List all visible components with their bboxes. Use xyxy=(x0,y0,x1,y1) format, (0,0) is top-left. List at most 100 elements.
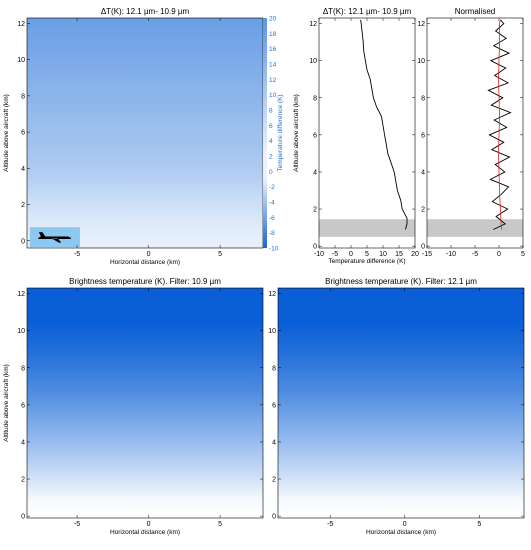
td-profile-ytick-label: 10 xyxy=(309,58,317,65)
td-profile-title: ΔT(K): 12.1 µm- 10.9 µm xyxy=(323,7,412,16)
td-map-ytick-label: 4 xyxy=(21,166,25,173)
td-profile-xtick-label: 5 xyxy=(365,251,369,258)
td-map-ytick-label: 12 xyxy=(17,21,25,28)
norm-profile-ytick-label: 2 xyxy=(421,207,425,214)
td-profile-ytick-label: 0 xyxy=(313,244,317,251)
colorbar-tick-label: 16 xyxy=(269,46,277,53)
bt-109-ytick-label: 12 xyxy=(17,291,25,298)
bt-121-xtick-label: 5 xyxy=(477,521,481,528)
td-map-xtick-label: -5 xyxy=(74,251,80,258)
bt-109-ytick-label: 8 xyxy=(21,365,25,372)
td-profile-ytick-label: 8 xyxy=(313,95,317,102)
colorbar-tick-label: 0 xyxy=(269,169,273,176)
bt-109-ytick-label: 0 xyxy=(21,514,25,521)
bt-121-ytick-label: 6 xyxy=(272,402,276,409)
td-profile-shaded-band xyxy=(319,219,415,237)
td-map-xtick-label: 0 xyxy=(147,251,151,258)
colorbar-tick-label: -8 xyxy=(269,230,275,237)
bt-109-xtick-label: -5 xyxy=(74,521,80,528)
td-profile-xtick-label: 10 xyxy=(379,251,387,258)
td-profile-xtick-label: 15 xyxy=(395,251,403,258)
norm-profile-xtick-label: -10 xyxy=(446,251,456,258)
td-profile-xlabel: Temperature difference (K) xyxy=(328,258,405,265)
norm-profile-xtick-label: -5 xyxy=(472,251,478,258)
td-map-xlabel: Horizontal distance (km) xyxy=(110,259,180,266)
colorbar-tick-label: -10 xyxy=(269,246,279,253)
bt-121-group: -5 0 5 0 2 4 6 8 10 12 Brightness temperature (K).… xyxy=(268,277,525,536)
bt-109-xtick-label: 0 xyxy=(147,521,151,528)
td-profile-ytick-label: 2 xyxy=(313,207,317,214)
norm-profile-ytick-label: 0 xyxy=(421,244,425,251)
colorbar-tick-label: 8 xyxy=(269,108,273,115)
bt-109-frame xyxy=(26,287,264,519)
bt-121-xtick-label: 0 xyxy=(403,521,407,528)
colorbar-tick-label: 20 xyxy=(269,16,277,23)
colorbar-label: Temperature difference (K) xyxy=(277,94,284,171)
td-profile-group: -10 -5 0 5 10 15 20 0 2 4 6 8 10 12 ΔT(K): 12.1 µm- 10… xyxy=(293,7,419,265)
bt-121-heatmap xyxy=(278,288,524,518)
norm-profile-xtick-label: -15 xyxy=(422,251,432,258)
td-profile-xtick-label: -10 xyxy=(314,251,324,258)
colorbar-tick-label: 2 xyxy=(269,154,273,161)
td-profile-xtick-label: 20 xyxy=(411,251,419,258)
bt-121-ytick-label: 4 xyxy=(272,439,276,446)
td-profile-ytick-label: 4 xyxy=(313,169,317,176)
colorbar-tick-label: -2 xyxy=(269,184,275,191)
td-profile-series-line xyxy=(360,19,408,230)
norm-profile-series-line xyxy=(498,19,502,230)
td-map-ylabel: Altitude above aircraft (km) xyxy=(3,94,10,172)
td-map-ytick-label: 2 xyxy=(21,202,25,209)
bt-121-ytick-label: 12 xyxy=(268,291,276,298)
colorbar-tick-label: 10 xyxy=(269,92,277,99)
td-map-ytick-label: 8 xyxy=(21,93,25,100)
colorbar xyxy=(263,18,267,248)
td-profile-ytick-label: 6 xyxy=(313,132,317,139)
norm-profile-title: Normalised xyxy=(455,7,495,16)
norm-profile-ytick-label: 6 xyxy=(421,132,425,139)
bt-109-ylabel: Altitude above aircraft (km) xyxy=(3,364,10,442)
norm-profile-xtick-label: 5 xyxy=(521,251,525,258)
bt-109-group: -5 0 5 0 2 4 6 8 10 12 Brightness temperature (K).… xyxy=(3,277,264,536)
td-map-ytick-label: 6 xyxy=(21,130,25,137)
colorbar-tick-label: 12 xyxy=(269,77,277,84)
norm-profile-ytick-label: 12 xyxy=(417,21,425,28)
bt-121-title: Brightness temperature (K). Filter: 12.1… xyxy=(325,277,477,286)
colorbar-tick-label: 6 xyxy=(269,123,273,130)
norm-profile-group: -15 -10 -5 0 5 0 2 4 6 8 10 12 Normalised xyxy=(417,7,525,258)
bt-109-ytick-label: 4 xyxy=(21,439,25,446)
bt-121-xtick-label: -5 xyxy=(327,521,333,528)
bt-121-frame xyxy=(277,287,525,519)
td-profile-xtick-label: 0 xyxy=(349,251,353,258)
bt-121-xlabel: Horizontal distance (km) xyxy=(366,529,436,536)
bt-109-heatmap xyxy=(27,288,263,518)
bt-121-ytick-label: 2 xyxy=(272,477,276,484)
td-map-ytick-label: 0 xyxy=(21,238,25,245)
bt-109-xlabel: Horizontal distance (km) xyxy=(110,529,180,536)
norm-profile-ytick-label: 4 xyxy=(421,169,425,176)
bt-121-ytick-label: 8 xyxy=(272,365,276,372)
td-map-group: -5 0 5 0 2 4 6 8 10 12 ΔT(K): 12.1 µm- 10.9 µm Hori… xyxy=(3,7,284,266)
td-map-heatmap xyxy=(27,18,263,248)
td-profile-frame xyxy=(318,17,416,249)
bt-109-title: Brightness temperature (K). Filter: 10.9… xyxy=(69,277,221,286)
colorbar-tick-label: 14 xyxy=(269,62,277,69)
colorbar-tick-label: 4 xyxy=(269,138,273,145)
td-map-ytick-label: 10 xyxy=(17,57,25,64)
td-map-xtick-label: 5 xyxy=(218,251,222,258)
aircraft-silhouette-icon xyxy=(37,232,71,243)
norm-profile-ytick-label: 8 xyxy=(421,95,425,102)
bt-109-xtick-label: 5 xyxy=(218,521,222,528)
colorbar-tick-label: -4 xyxy=(269,200,275,207)
norm-profile-xtick-label: 0 xyxy=(497,251,501,258)
td-profile-ylabel: Altitude above aircraft (km) xyxy=(293,94,300,172)
norm-profile-shaded-band xyxy=(427,219,523,237)
bt-109-ytick-label: 2 xyxy=(21,477,25,484)
bt-109-ytick-label: 6 xyxy=(21,402,25,409)
td-profile-xtick-label: -5 xyxy=(332,251,338,258)
norm-profile-ytick-label: 10 xyxy=(417,58,425,65)
colorbar-tick-label: -6 xyxy=(269,215,275,222)
td-profile-ytick-label: 12 xyxy=(309,21,317,28)
bt-109-ytick-label: 10 xyxy=(17,328,25,335)
colorbar-tick-label: 18 xyxy=(269,31,277,38)
